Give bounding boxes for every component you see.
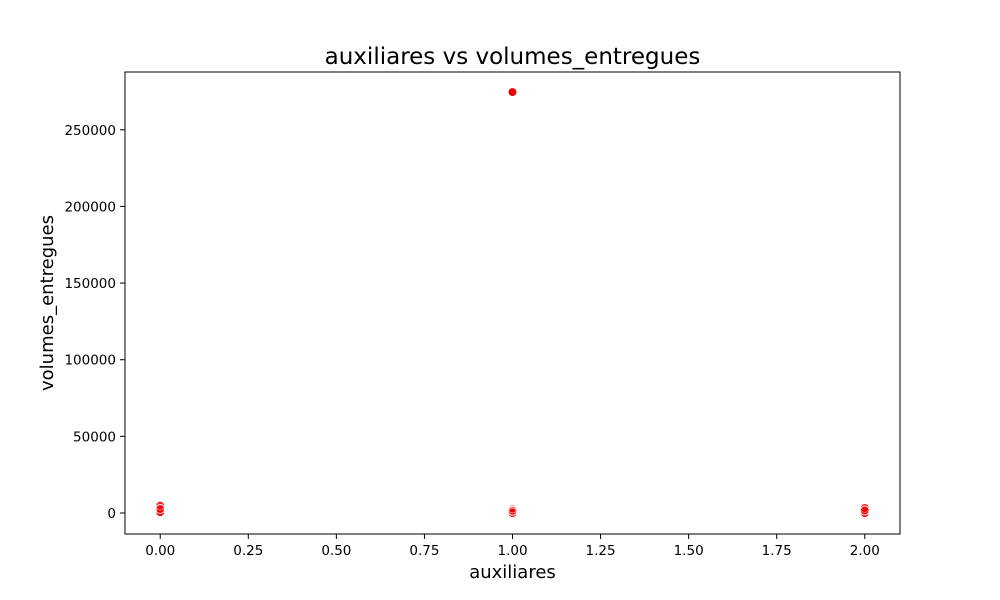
- x-tick-label: 2.00: [850, 543, 880, 559]
- y-tick-label: 100000: [64, 353, 116, 369]
- scatter-point: [507, 503, 518, 514]
- x-tick-label: 0.75: [409, 543, 439, 559]
- x-tick-label: 0.50: [321, 543, 351, 559]
- scatter-point: [859, 505, 870, 516]
- y-tick-label: 150000: [64, 276, 116, 292]
- x-axis-label: auxiliares: [469, 562, 556, 583]
- data-points: [155, 87, 870, 518]
- x-tick-label: 1.00: [497, 543, 527, 559]
- x-tick-label: 1.75: [762, 543, 792, 559]
- scatter-point: [507, 505, 518, 516]
- y-tick-label: 250000: [64, 123, 116, 139]
- plot-area-frame: [124, 71, 901, 535]
- scatter-point: [155, 504, 166, 515]
- scatter-point: [507, 87, 518, 98]
- y-tick-label: 0: [107, 506, 116, 522]
- axis-ticks: 0.00 0.25 0.50 0.75 1.00 1.25 1.50 1.75 2.00 0 500…: [64, 123, 879, 559]
- y-tick-label: 50000: [73, 429, 116, 445]
- x-tick-label: 1.50: [674, 543, 704, 559]
- y-tick-label: 200000: [64, 199, 116, 215]
- chart-title: auxiliares vs volumes_entregues: [325, 44, 701, 70]
- y-axis-label: volumes_entregues: [37, 215, 58, 391]
- x-tick-label: 0.00: [145, 543, 175, 559]
- x-tick-label: 0.25: [233, 543, 263, 559]
- x-tick-label: 1.25: [586, 543, 616, 559]
